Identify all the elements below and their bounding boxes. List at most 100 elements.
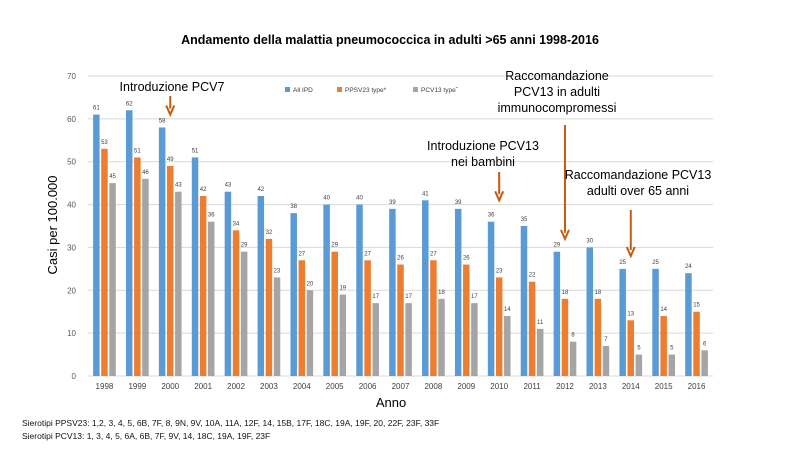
y-tick-label: 10: [67, 329, 76, 338]
legend-label: All IPD: [293, 87, 313, 94]
ppsv23-serotypes: Sierotipi PPSV23: 1,2, 3, 4, 5, 6B, 7F, …: [22, 418, 440, 428]
data-label: 45: [109, 174, 116, 180]
bar: [454, 208, 462, 376]
legend-swatch: [337, 87, 342, 92]
bar: [487, 221, 495, 376]
bar: [232, 230, 240, 376]
x-tick-label: 2005: [326, 382, 344, 391]
data-label: 36: [208, 213, 215, 219]
annotation-racc-over65: Raccomandazione PCV13 adulti over 65 anni: [565, 168, 711, 259]
data-label: 18: [438, 290, 445, 296]
bars: [93, 110, 708, 377]
data-label: 27: [298, 251, 305, 257]
x-tick-label: 2011: [523, 382, 541, 391]
bar: [323, 204, 330, 376]
y-tick-label: 60: [67, 115, 76, 124]
data-label: 39: [455, 200, 462, 206]
bar: [240, 251, 248, 376]
data-label: 11: [537, 320, 544, 326]
data-label: 15: [693, 303, 700, 309]
x-tick-label: 2003: [260, 382, 278, 391]
y-tick-label: 0: [72, 372, 77, 381]
bar: [339, 294, 347, 376]
bar: [594, 298, 602, 376]
bar: [536, 328, 544, 376]
data-label: 17: [471, 294, 478, 300]
bar: [306, 290, 314, 376]
annotation-text: Introduzione PCV13: [427, 139, 539, 153]
legend-swatch: [285, 87, 290, 92]
bar: [257, 196, 265, 376]
x-tick-label: 2013: [589, 382, 607, 391]
bar: [463, 264, 470, 376]
data-label: 39: [389, 200, 396, 206]
bar: [142, 178, 149, 376]
bar: [619, 268, 626, 376]
data-label: 46: [142, 170, 149, 176]
x-tick-label: 1998: [96, 382, 114, 391]
bar: [134, 157, 141, 376]
bar: [397, 264, 404, 376]
data-label: 23: [274, 268, 281, 274]
serotype-notes: Sierotipi PPSV23: 1,2, 3, 4, 5, 6B, 7F, …: [22, 417, 439, 443]
bar: [265, 238, 273, 376]
data-label: 29: [241, 243, 248, 249]
data-label: 40: [323, 196, 330, 202]
bar: [438, 298, 445, 376]
annotation-arrowhead: [165, 105, 176, 118]
legend-label: PPSV23 type*: [345, 87, 387, 94]
x-axis-label: Anno: [376, 395, 406, 410]
x-tick-label: 2006: [359, 382, 377, 391]
data-label: 17: [372, 294, 379, 300]
y-tick-label: 20: [67, 286, 76, 295]
annotation-text: adulti over 65 anni: [587, 184, 689, 198]
annotation-text: Introduzione PCV7: [120, 80, 225, 94]
bar: [273, 277, 281, 376]
x-tick-label: 2016: [688, 382, 706, 391]
y-tick-label: 40: [67, 201, 76, 210]
data-label: 40: [356, 196, 363, 202]
bar: [668, 354, 676, 376]
annotation-text: immunocompromessi: [498, 101, 617, 115]
bar: [93, 114, 100, 377]
data-label: 14: [660, 307, 667, 313]
data-label: 49: [167, 157, 174, 163]
data-label: 36: [488, 213, 495, 219]
data-label: 35: [521, 217, 528, 223]
bar: [191, 157, 199, 376]
bar: [372, 303, 379, 376]
bar: [101, 148, 108, 376]
data-label: 7: [604, 337, 608, 343]
legend: All IPD PPSV23 type* PCV13 typeˆ: [285, 87, 459, 94]
data-label: 5: [637, 346, 641, 352]
annotation-text: PCV13 in adulti: [514, 85, 600, 99]
x-tick-label: 2010: [490, 382, 508, 391]
data-label: 41: [422, 191, 429, 197]
data-label: 51: [192, 148, 199, 154]
bar: [224, 191, 232, 376]
x-tick-label: 1999: [128, 382, 146, 391]
data-label: 13: [627, 311, 634, 317]
x-tick-label: 2004: [293, 382, 311, 391]
x-tick-label: 2002: [227, 382, 245, 391]
bar: [569, 341, 577, 376]
data-label: 26: [463, 256, 470, 262]
x-tick-label: 2015: [655, 382, 673, 391]
data-label: 8: [571, 333, 575, 339]
bar: [207, 221, 215, 376]
data-label: 43: [225, 183, 232, 189]
x-tick-label: 2014: [622, 382, 640, 391]
data-label: 5: [670, 346, 674, 352]
data-label: 22: [529, 273, 536, 279]
bar: [602, 346, 610, 376]
chart-title: Andamento della malattia pneumococcica i…: [181, 33, 599, 47]
data-label: 14: [504, 307, 511, 313]
pcv13-serotypes: Sierotipi PCV13: 1, 3, 4, 5, 6A, 6B, 7F,…: [22, 431, 271, 441]
data-labels: 6153456251465849435142364334294232233827…: [93, 101, 707, 351]
bar: [158, 127, 166, 376]
bar: [471, 303, 478, 376]
x-tick-label: 2000: [161, 382, 179, 391]
bar: [422, 200, 429, 376]
legend-label: PCV13 typeˆ: [421, 87, 459, 94]
